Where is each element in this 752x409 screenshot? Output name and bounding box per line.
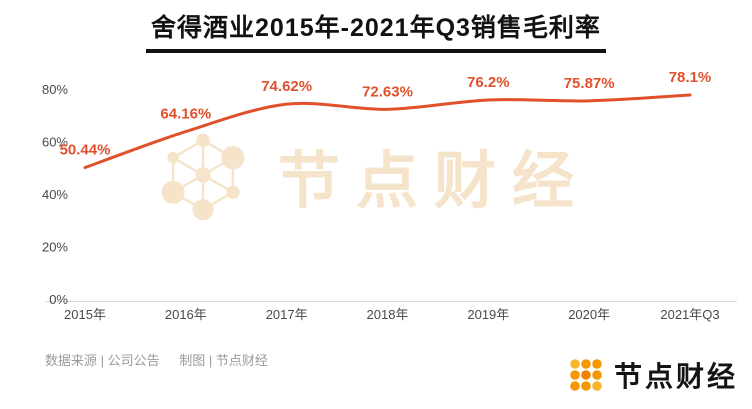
y-axis-tick-label: 20% bbox=[42, 240, 68, 255]
y-axis-tick-label: 0% bbox=[49, 292, 68, 307]
data-label: 76.2% bbox=[467, 74, 510, 91]
data-label: 72.63% bbox=[362, 83, 413, 100]
chart-title: 舍得酒业2015年-2021年Q3销售毛利率 bbox=[146, 8, 606, 53]
brand-dot bbox=[581, 370, 591, 380]
brand-dot bbox=[570, 381, 580, 391]
y-axis-tick-label: 80% bbox=[42, 82, 68, 97]
brand-logo-text: 节点财经 bbox=[613, 361, 738, 392]
x-axis-tick-label: 2019年 bbox=[467, 307, 509, 322]
data-label: 75.87% bbox=[564, 75, 615, 92]
gross-margin-line bbox=[83, 93, 692, 170]
x-axis-tick-label: 2021年Q3 bbox=[660, 307, 719, 322]
watermark-logo-icon bbox=[161, 133, 245, 221]
x-axis-tick-label: 2017年 bbox=[266, 307, 308, 322]
brand-dot bbox=[570, 359, 580, 369]
watermark: 节点财经 bbox=[150, 120, 590, 230]
x-axis-tick-label: 2020年 bbox=[568, 307, 610, 322]
x-axis-tick-label: 2018年 bbox=[367, 307, 409, 322]
brand-dot bbox=[592, 359, 602, 369]
watermark-text: 节点财经 bbox=[278, 147, 591, 216]
data-label: 50.44% bbox=[60, 142, 111, 159]
brand-dot bbox=[581, 359, 591, 369]
brand-dot bbox=[592, 381, 602, 391]
data-label: 78.1% bbox=[669, 69, 712, 86]
data-label: 74.62% bbox=[261, 78, 312, 95]
x-axis-tick-label: 2015年 bbox=[64, 307, 106, 322]
credit-text: 制图 | 节点财经 bbox=[179, 353, 268, 368]
brand-dot bbox=[581, 381, 591, 391]
brand-dot bbox=[592, 370, 602, 380]
brand-logo: 节点财经 bbox=[568, 355, 738, 395]
x-axis-tick-label: 2016年 bbox=[165, 307, 207, 322]
data-source-text: 数据来源 | 公司公告 bbox=[45, 353, 160, 368]
brand-dot bbox=[570, 370, 580, 380]
brand-logo-icon bbox=[570, 359, 602, 391]
y-axis-tick-label: 40% bbox=[42, 187, 68, 202]
y-axis-tick-label: 60% bbox=[42, 135, 68, 150]
footer: 数据来源 | 公司公告 制图 | 节点财经 bbox=[45, 350, 268, 369]
data-label: 64.16% bbox=[160, 106, 211, 123]
